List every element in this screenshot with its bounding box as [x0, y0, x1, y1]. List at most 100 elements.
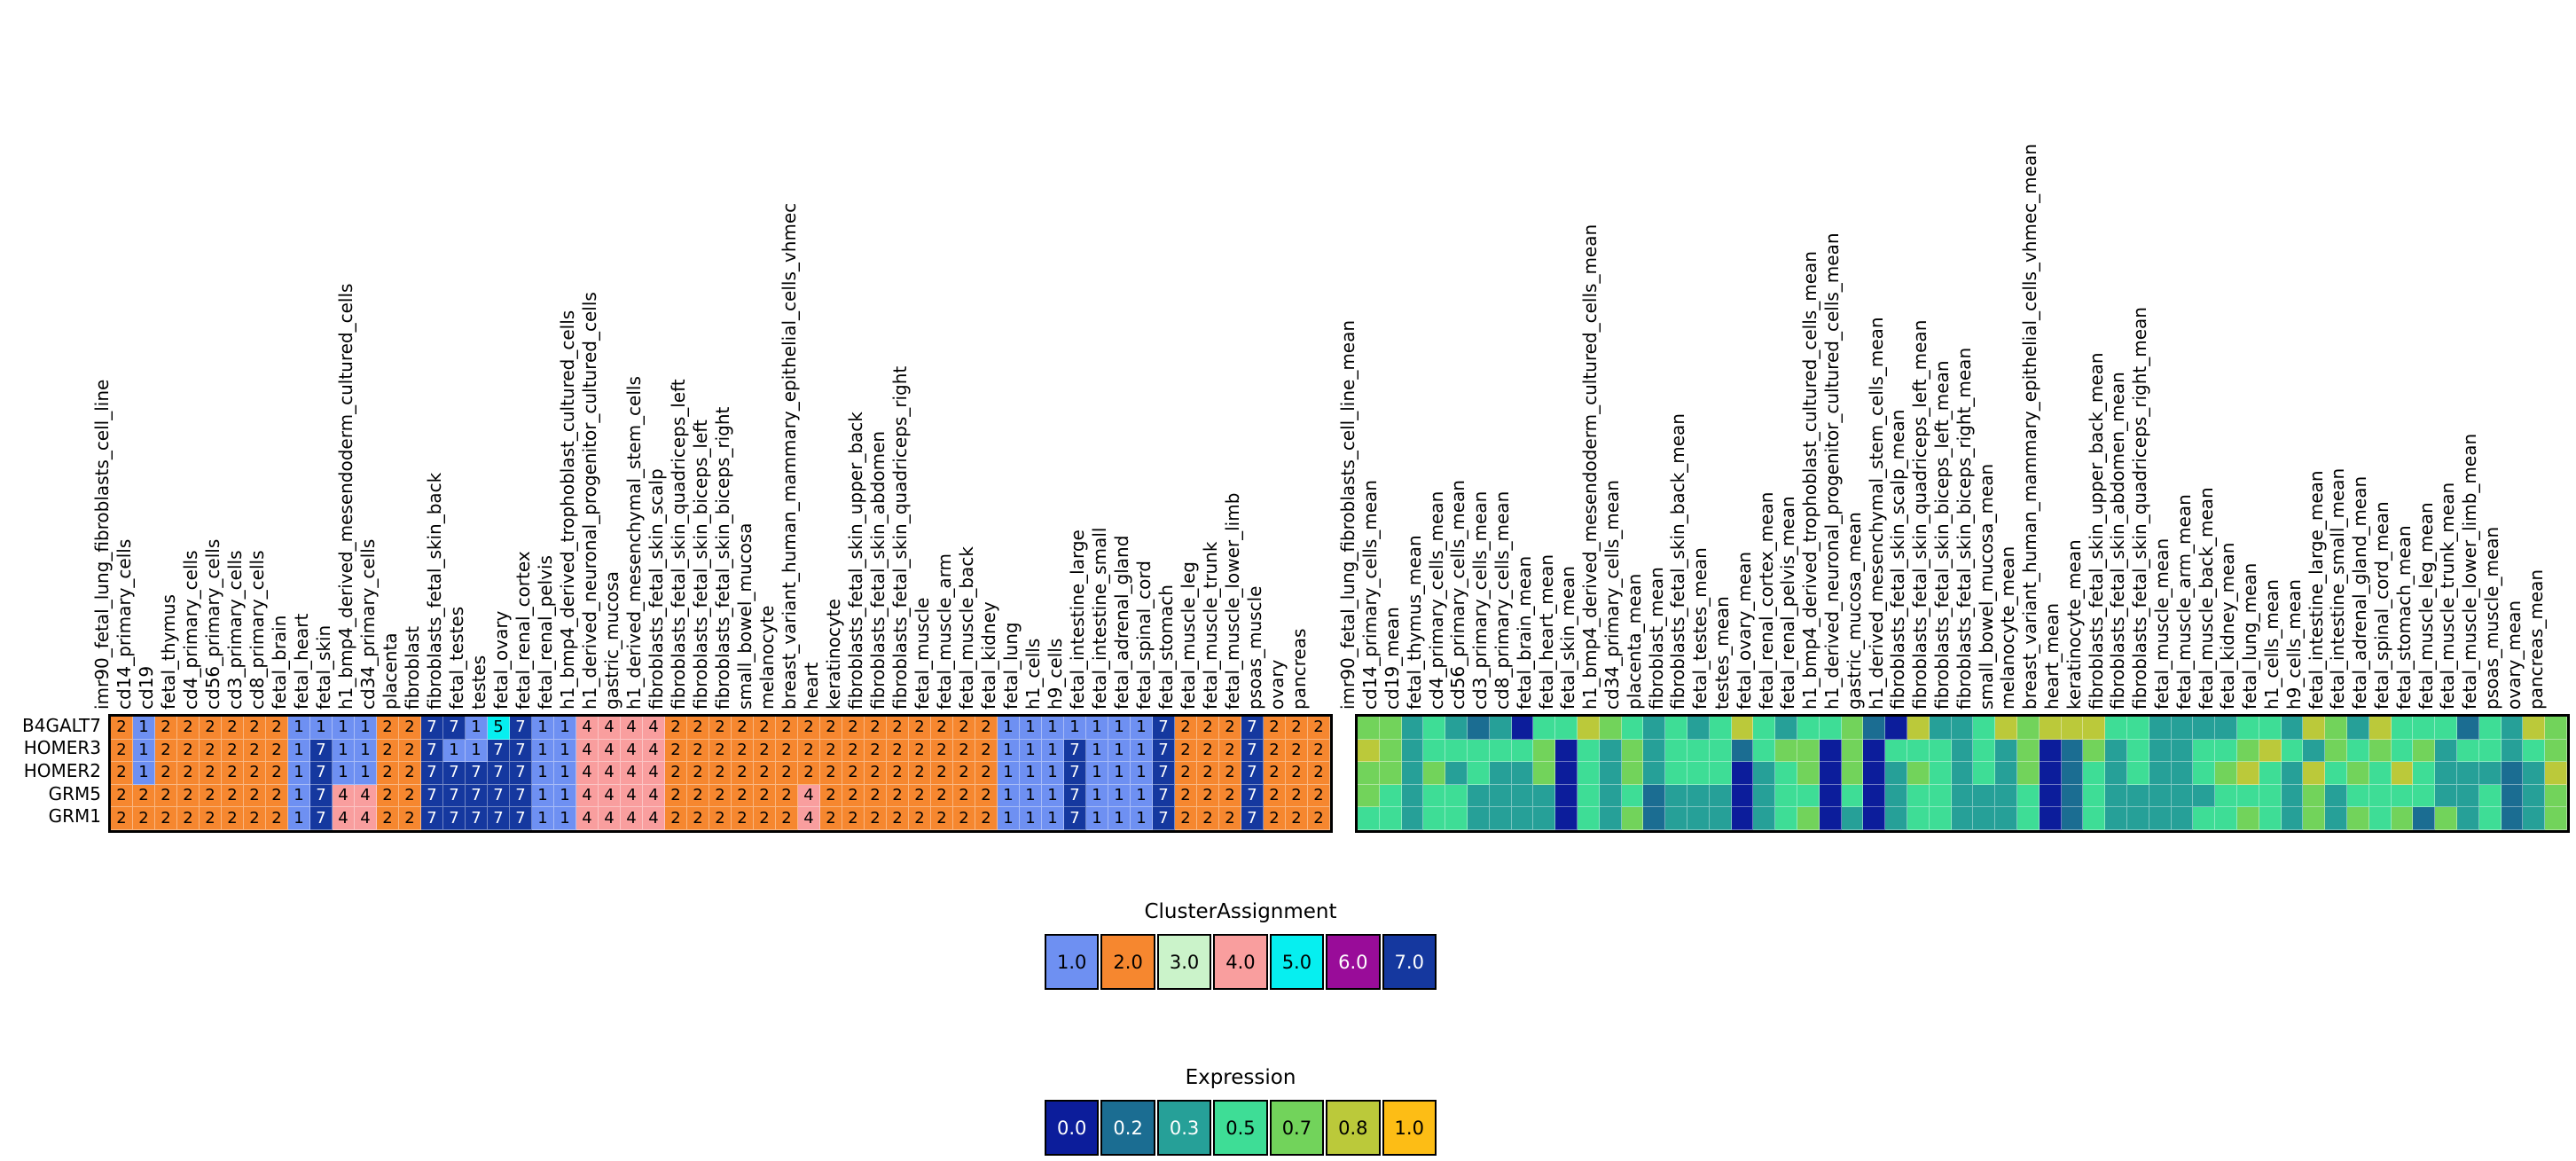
cluster-cell: 2: [687, 807, 709, 830]
column-label: fetal_intestine_small_mean: [2327, 467, 2349, 710]
expression-cell: [1731, 807, 1754, 830]
expression-cell: [1995, 807, 2017, 830]
expression-cell: [1423, 807, 1446, 830]
cluster-cell: 4: [798, 807, 820, 830]
column-label: fetal_intestine_large: [1066, 530, 1088, 710]
cluster-cell: 1: [1108, 807, 1131, 830]
expression-cell: [2215, 807, 2237, 830]
cluster-cell: 4: [599, 739, 621, 763]
cluster-cell: 4: [355, 784, 377, 808]
expression-cell: [1643, 717, 1666, 740]
cluster-cell: 2: [909, 807, 931, 830]
expression-cell: [2369, 717, 2392, 740]
expression-cell: [1929, 807, 1952, 830]
expression-cell: [2413, 739, 2436, 763]
column-label: fibroblasts_fetal_skin_scalp: [645, 468, 667, 710]
column-label: cd19: [135, 665, 157, 710]
expression-cell: [1621, 739, 1644, 763]
cluster-cell: 1: [466, 739, 488, 763]
cluster-cell: 7: [1241, 784, 1264, 808]
cluster-cell: 4: [621, 807, 643, 830]
expression-cell: [1753, 739, 1776, 763]
column-label: keratinocyte_mean: [2063, 539, 2085, 710]
column-label: h1_cells: [1022, 638, 1044, 710]
column-label: fibroblasts_fetal_skin_quadriceps_right: [889, 365, 911, 710]
cluster-cell: 2: [244, 717, 266, 740]
cluster-cell: 7: [488, 739, 510, 763]
cluster-cell: 1: [1042, 784, 1064, 808]
expression-cell: [1863, 717, 1886, 740]
expression-cell: [2303, 762, 2326, 785]
expression-cell: [2346, 807, 2369, 830]
expression-cell: [1555, 784, 1578, 808]
expression-cell: [2523, 784, 2546, 808]
column-label: small_bowel_mucosa: [733, 522, 756, 710]
expression-cell: [2126, 717, 2149, 740]
expression-cell: [1511, 717, 1534, 740]
expression-cell: [2149, 807, 2172, 830]
cluster-cell: 7: [488, 762, 510, 785]
cluster-cell: 2: [732, 717, 754, 740]
expression-cell: [1907, 762, 1930, 785]
cluster-cell: 7: [1064, 739, 1086, 763]
cluster-cell: 7: [1064, 807, 1086, 830]
expression-cell: [2391, 784, 2414, 808]
cluster-cell: 2: [399, 739, 421, 763]
cluster-cell: 2: [177, 717, 200, 740]
cluster-cell: 2: [377, 762, 399, 785]
cluster-cell: 2: [842, 807, 865, 830]
expression-cell: [2281, 717, 2304, 740]
cluster-cell: 1: [1131, 784, 1153, 808]
cluster-cell: 2: [1264, 807, 1286, 830]
cluster-cell: 1: [532, 739, 554, 763]
column-label: fibroblasts_fetal_skin_biceps_right: [711, 406, 733, 710]
legend-swatch: 0.5: [1213, 1100, 1268, 1156]
column-label: fetal_muscle_trunk: [1199, 541, 1221, 710]
expression-cell: [2391, 739, 2414, 763]
expression-heatmap: [1355, 714, 2570, 833]
column-label: fetal_thymus: [157, 594, 179, 710]
cluster-cell: 2: [732, 784, 754, 808]
legend-swatch: 0.8: [1326, 1100, 1381, 1156]
expression-cell: [2193, 762, 2216, 785]
column-label: pancreas_mean: [2525, 569, 2547, 710]
legend-swatch: 4.0: [1213, 934, 1268, 990]
expression-cell: [2435, 717, 2457, 740]
expression-cell: [1709, 717, 1732, 740]
column-label: gastric_mucosa: [600, 570, 622, 710]
expression-cell: [2149, 717, 2172, 740]
cluster-cell: 1: [1042, 717, 1064, 740]
expression-cell: [2325, 807, 2347, 830]
cluster-cell: 1: [1108, 784, 1131, 808]
expression-cell: [1841, 717, 1864, 740]
expression-cell: [1687, 784, 1710, 808]
expression-cell: [2501, 762, 2524, 785]
column-label: fetal_ovary_mean: [1733, 551, 1755, 710]
cluster-cell: 2: [1264, 717, 1286, 740]
expression-cell: [2193, 717, 2216, 740]
expression-cell: [1511, 807, 1534, 830]
column-label: h9_cells_mean: [2282, 579, 2305, 710]
column-label: fetal_muscle_leg: [1177, 561, 1199, 710]
expression-cell: [1995, 784, 2017, 808]
expression-cell: [2303, 784, 2326, 808]
cluster-cell: 2: [798, 717, 820, 740]
cluster-cell: 2: [377, 784, 399, 808]
cluster-cell: 1: [1086, 739, 1108, 763]
expression-cell: [2545, 717, 2567, 740]
cluster-cell: 1: [288, 762, 310, 785]
cluster-cell: 4: [333, 784, 355, 808]
cluster-cell: 2: [1197, 784, 1219, 808]
expression-cell: [1973, 784, 1996, 808]
expression-cell: [2456, 739, 2479, 763]
cluster-cell: 2: [1286, 762, 1308, 785]
expression-cell: [1533, 807, 1556, 830]
cluster-cell: 2: [865, 717, 887, 740]
expression-cell: [2259, 784, 2282, 808]
cluster-cell: 1: [355, 717, 377, 740]
column-label: h1_derived_mesenchymal_stem_cells_mean: [1865, 317, 1887, 710]
cluster-cell: 2: [975, 807, 998, 830]
column-label: cd56_primary_cells: [201, 538, 223, 710]
cluster-cell: 1: [1042, 807, 1064, 830]
expression-cell: [2105, 739, 2127, 763]
